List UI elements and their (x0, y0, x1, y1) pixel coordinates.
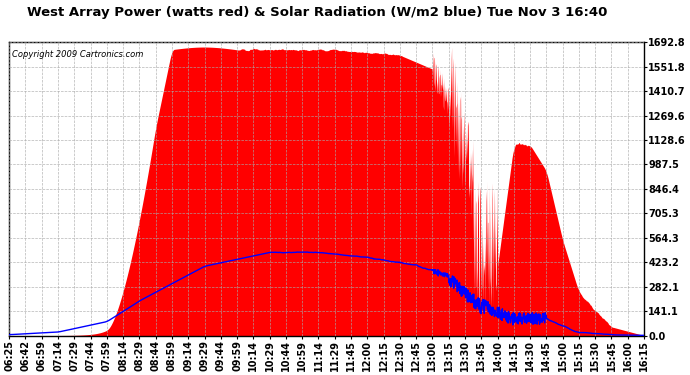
Text: Copyright 2009 Cartronics.com: Copyright 2009 Cartronics.com (12, 50, 144, 58)
Text: West Array Power (watts red) & Solar Radiation (W/m2 blue) Tue Nov 3 16:40: West Array Power (watts red) & Solar Rad… (27, 6, 608, 19)
